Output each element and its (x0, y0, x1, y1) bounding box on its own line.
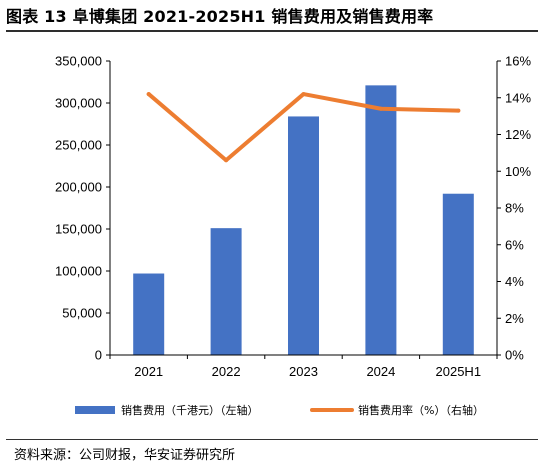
right-tick-label: 0% (505, 348, 524, 363)
line-point-2024 (378, 106, 383, 111)
right-tick-label: 10% (505, 164, 531, 179)
bar-2022 (210, 228, 242, 355)
right-tick-label: 6% (505, 237, 524, 252)
legend-swatch-bar (75, 406, 115, 414)
right-tick-label: 12% (505, 127, 531, 142)
x-tick-label: 2024 (366, 364, 395, 379)
left-tick-label: 350,000 (55, 54, 102, 69)
chart-title: 图表 13 阜博集团 2021-2025H1 销售费用及销售费用率 (6, 7, 434, 26)
left-tick-label: 50,000 (62, 306, 102, 321)
line-point-2023 (301, 92, 306, 97)
left-tick-label: 300,000 (55, 96, 102, 111)
title-divider (6, 30, 538, 32)
line-layer (146, 92, 461, 163)
line-point-2025H1 (456, 108, 461, 113)
left-tick-label: 200,000 (55, 180, 102, 195)
right-tick-label: 14% (505, 90, 531, 105)
bar-2024 (365, 85, 397, 356)
line-point-2022 (224, 158, 229, 163)
x-tick-label: 2021 (134, 364, 163, 379)
line-point-2021 (146, 92, 151, 97)
bar-2021 (133, 273, 165, 355)
left-tick-label: 150,000 (55, 222, 102, 237)
right-tick-label: 8% (505, 201, 524, 216)
axes-layer: 0 50,000 100,000 150,000 200,000 250,000 300,0… (55, 54, 531, 380)
legend-label-bar: 销售费用（千港元）（左轴） (121, 403, 259, 417)
x-tick-label: 2022 (212, 364, 241, 379)
x-tick-label: 2023 (289, 364, 318, 379)
left-tick-label: 100,000 (55, 264, 102, 279)
left-tick-label: 0 (95, 348, 102, 363)
bar-2025H1 (442, 193, 474, 355)
bar-2023 (288, 116, 319, 355)
footer-divider (6, 439, 538, 440)
legend-label-line: 销售费用率（%）（右轴） (358, 403, 484, 417)
bars-layer (133, 85, 474, 356)
x-tick-label: 2025H1 (436, 364, 482, 379)
source-note: 资料来源：公司财报，华安证券研究所 (14, 448, 236, 463)
legend: 销售费用（千港元）（左轴） 销售费用率（%）（右轴） (75, 403, 484, 417)
left-tick-label: 250,000 (55, 138, 102, 153)
right-tick-label: 16% (505, 54, 531, 69)
right-tick-label: 4% (505, 274, 524, 289)
right-tick-label: 2% (505, 311, 524, 326)
